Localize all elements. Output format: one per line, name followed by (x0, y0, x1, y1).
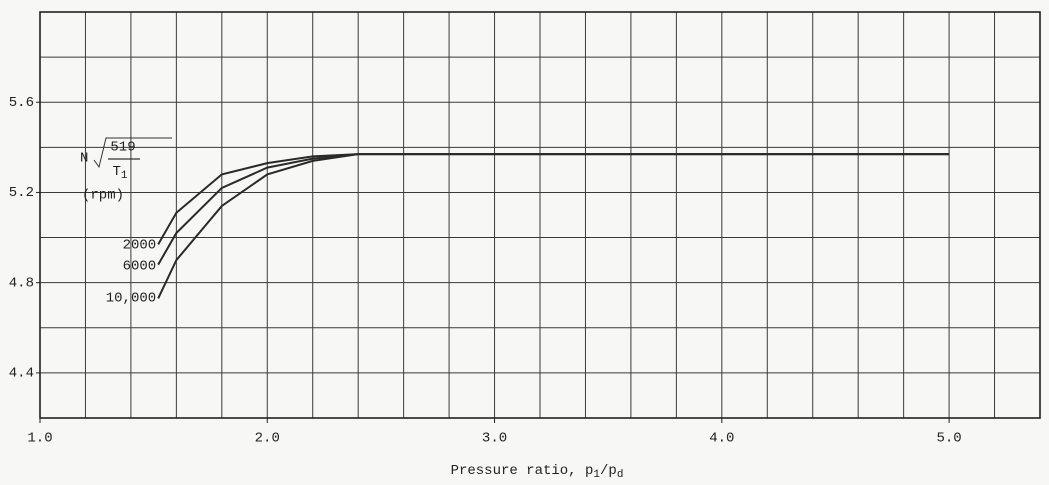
x-tick-label: 5.0 (936, 431, 961, 447)
x-tick-label: 4.0 (709, 431, 734, 447)
y-tick-label: 5.2 (9, 185, 34, 201)
legend-denominator: T1 (112, 164, 127, 182)
y-tick-label: 4.4 (9, 366, 34, 382)
x-tick-label: 3.0 (482, 431, 507, 447)
x-axis-title-text: Pressure ratio, p (451, 463, 594, 479)
plot-frame (39, 11, 1041, 419)
legend-title: N 519 T1 (rpm) (80, 137, 172, 204)
legend-symbol: N (80, 151, 88, 167)
y-tick-label: 5.6 (9, 95, 34, 111)
x-axis-title-subscript: d (617, 469, 624, 481)
x-axis-title-subscript: 1 (593, 469, 600, 481)
plot-area (36, 11, 1041, 423)
series-line (157, 153, 950, 299)
x-tick-label: 2.0 (255, 431, 280, 447)
x-axis-title-text: /p (600, 463, 617, 479)
series-label: 6000 (123, 259, 157, 275)
x-tick-label: 1.0 (27, 431, 52, 447)
legend-numerator: 519 (110, 140, 135, 156)
x-axis-title: Pressure ratio, p1/pd (451, 463, 624, 481)
y-tick-label: 4.8 (9, 275, 34, 291)
series-label: 2000 (123, 238, 157, 254)
legend-denominator-subscript: 1 (121, 170, 128, 182)
legend-unit: (rpm) (82, 188, 124, 204)
legend-denominator-symbol: T (112, 164, 120, 180)
series-label: 10,000 (106, 291, 156, 307)
radical-sign (93, 137, 172, 169)
